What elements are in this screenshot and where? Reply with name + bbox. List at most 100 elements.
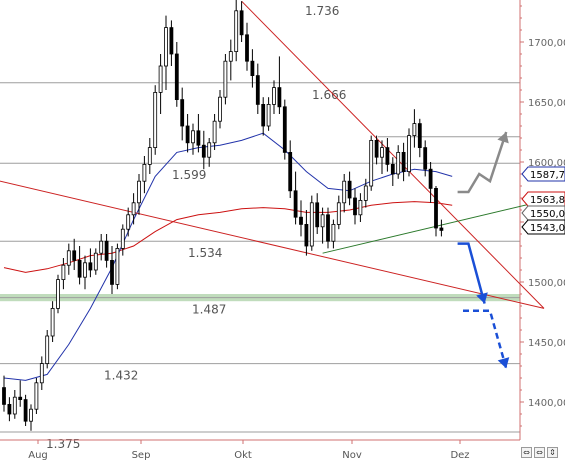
candle xyxy=(201,130,206,170)
price-tag: 1563,8 xyxy=(521,191,565,207)
candle-body xyxy=(180,99,185,127)
candle-body xyxy=(201,144,206,158)
candle-body xyxy=(126,214,131,230)
candle-body xyxy=(277,87,282,108)
candle-body xyxy=(45,335,50,365)
candle xyxy=(126,207,131,237)
candle xyxy=(320,207,325,244)
candle-body xyxy=(142,163,147,182)
candle-body xyxy=(309,202,314,247)
candle xyxy=(434,186,438,237)
candle xyxy=(66,243,71,275)
candle xyxy=(272,80,276,114)
price-tag-label: 1550,0 xyxy=(530,209,565,220)
price-tag-box xyxy=(521,166,565,182)
candle xyxy=(234,0,239,62)
price-tag: 1543,0 xyxy=(521,219,565,235)
candle-body xyxy=(331,223,336,242)
x-tick-label: Dez xyxy=(450,450,469,461)
projection-down-arrow-head xyxy=(476,292,488,304)
candle-body xyxy=(93,252,98,271)
candle xyxy=(363,178,368,208)
candle-body xyxy=(137,180,141,204)
candle xyxy=(104,234,109,268)
candle xyxy=(131,193,136,225)
candle xyxy=(385,138,390,172)
candle xyxy=(407,128,411,177)
candle xyxy=(299,200,303,237)
trendline-uptrend xyxy=(322,195,565,254)
candle-body xyxy=(29,408,33,422)
candle-body xyxy=(245,34,249,62)
candle xyxy=(255,63,260,114)
candle-body xyxy=(304,223,309,247)
candle-body xyxy=(34,382,39,410)
candle xyxy=(282,99,287,160)
candle-body xyxy=(228,51,233,62)
scroll-right-button[interactable]: ⇔ xyxy=(534,447,545,458)
candle xyxy=(369,135,374,191)
candle xyxy=(29,404,33,431)
candle-body xyxy=(293,190,298,218)
candle-body xyxy=(434,187,438,229)
candle-body xyxy=(185,125,190,144)
candle xyxy=(390,157,395,186)
y-tick-label: 1600,00 xyxy=(528,158,565,169)
candle xyxy=(18,380,23,407)
candle xyxy=(180,87,185,141)
candle-body xyxy=(363,185,368,201)
price-tag-label: 1587,7 xyxy=(530,170,565,181)
candle-body xyxy=(7,403,12,415)
candle xyxy=(147,138,152,174)
candle xyxy=(169,20,174,66)
candle-body xyxy=(169,27,174,55)
candle xyxy=(353,188,357,225)
candle-body xyxy=(83,262,87,278)
candle xyxy=(142,156,147,194)
candle xyxy=(61,258,66,290)
level-label: 1.487 xyxy=(192,303,226,317)
candle-body xyxy=(223,60,228,98)
level-label: 1.534 xyxy=(188,246,222,260)
candle xyxy=(228,39,233,81)
candle-body xyxy=(115,247,120,285)
candle-body xyxy=(61,264,66,281)
candle-body xyxy=(191,130,195,144)
candle-body xyxy=(72,250,77,261)
zoom-button[interactable]: ⇕ xyxy=(547,447,558,458)
candle-body xyxy=(282,106,287,153)
candle xyxy=(261,97,266,136)
candle-body xyxy=(88,262,93,271)
level-label: 1.375 xyxy=(46,437,80,451)
candle xyxy=(315,193,320,234)
candle-body xyxy=(164,27,168,67)
candle-body xyxy=(272,87,276,105)
candle xyxy=(72,238,77,270)
candle-body xyxy=(347,180,352,199)
candle-body xyxy=(50,307,55,337)
candle xyxy=(50,301,55,342)
price-tag-box xyxy=(521,205,565,221)
candle xyxy=(342,174,347,213)
candle-body xyxy=(353,197,357,216)
candle xyxy=(326,207,330,249)
candle-body xyxy=(407,135,411,173)
candle-body xyxy=(266,104,271,127)
candle-body xyxy=(12,396,17,415)
price-tag: 1550,0 xyxy=(521,205,565,221)
projection-up-arrow-head xyxy=(497,132,509,144)
projection-down-dashed-arrow-head xyxy=(497,357,510,369)
y-tick-label: 1450,00 xyxy=(528,338,565,349)
candle-body xyxy=(261,104,266,127)
candle xyxy=(196,114,201,153)
candle-body xyxy=(390,163,395,175)
candle xyxy=(428,162,433,203)
candle-body xyxy=(77,259,82,278)
candle-body xyxy=(18,396,23,401)
candle-body xyxy=(401,151,406,172)
candle xyxy=(77,246,82,285)
candle xyxy=(309,195,314,251)
scroll-left-button[interactable]: ⇔ xyxy=(521,447,532,458)
candle xyxy=(239,1,244,42)
